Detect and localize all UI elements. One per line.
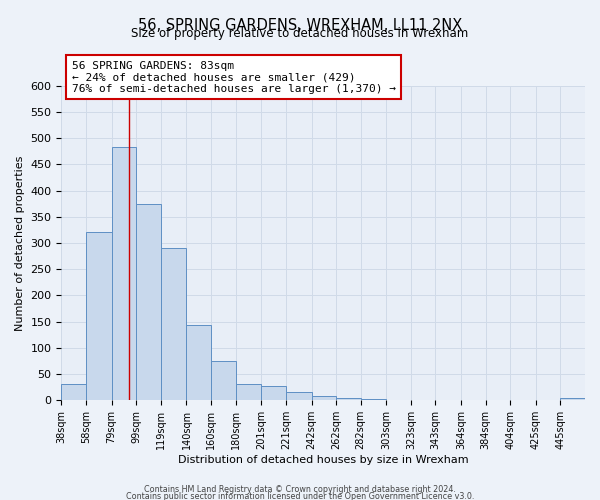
Bar [136,204,161,400]
Bar [161,248,187,400]
Bar [61,384,86,400]
Bar [336,398,361,400]
Text: Contains public sector information licensed under the Open Government Licence v3: Contains public sector information licen… [126,492,474,500]
Text: 56 SPRING GARDENS: 83sqm
← 24% of detached houses are smaller (429)
76% of semi-: 56 SPRING GARDENS: 83sqm ← 24% of detach… [72,60,396,94]
X-axis label: Distribution of detached houses by size in Wrexham: Distribution of detached houses by size … [178,455,469,465]
Bar [211,360,236,401]
Text: Size of property relative to detached houses in Wrexham: Size of property relative to detached ho… [131,28,469,40]
Bar [236,384,261,400]
Text: Contains HM Land Registry data © Crown copyright and database right 2024.: Contains HM Land Registry data © Crown c… [144,484,456,494]
Bar [286,392,311,400]
Bar [261,386,286,400]
Bar [560,398,585,400]
Text: 56, SPRING GARDENS, WREXHAM, LL11 2NX: 56, SPRING GARDENS, WREXHAM, LL11 2NX [138,18,462,32]
Bar [187,325,211,400]
Bar [86,232,112,400]
Bar [112,147,136,401]
Bar [311,396,336,400]
Y-axis label: Number of detached properties: Number of detached properties [15,156,25,331]
